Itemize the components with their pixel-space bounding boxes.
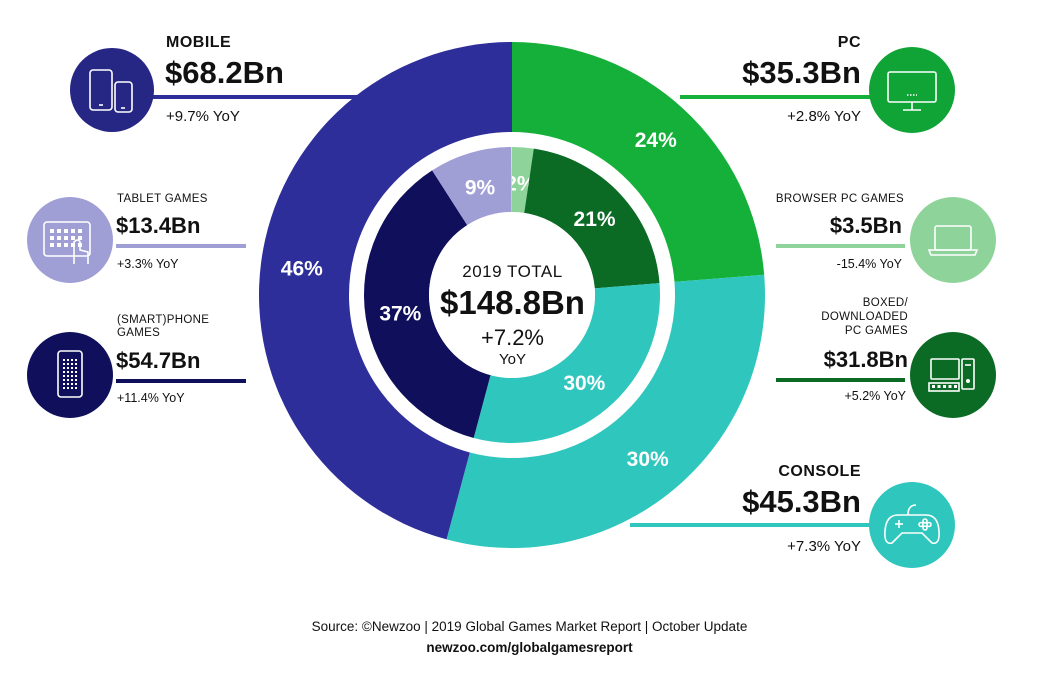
inner-slice-boxed-downloaded-pc-games (524, 148, 660, 289)
outer-slice-pc (512, 42, 765, 282)
console-value: $45.3Bn (742, 484, 861, 519)
inner-slice-smart-phone-games (364, 170, 491, 438)
center-disc (429, 212, 595, 378)
category-icons (27, 47, 996, 568)
pc-yoy: +2.8% YoY (787, 108, 861, 125)
inner-ring: 2%21%30%37%9% (364, 147, 660, 443)
pc-title: PC (837, 34, 861, 51)
boxed-title-line1: BOXED/ (862, 297, 908, 309)
source-text: Source: ©Newzoo | 2019 Global Games Mark… (311, 619, 748, 634)
boxed-title-line2: DOWNLOADED (821, 311, 908, 323)
inner-label-boxed-downloaded-pc-games: 21% (574, 208, 616, 231)
inner-label-smart-phone-games: 37% (379, 302, 421, 325)
tablet-touch-icon (27, 197, 113, 283)
console-yoy: +7.3% YoY (787, 538, 861, 555)
mobile-devices-icon (70, 48, 154, 132)
tablet-title: TABLET GAMES (117, 193, 208, 205)
mobile-value: $68.2Bn (165, 55, 284, 90)
browser-title: BROWSER PC GAMES (775, 193, 904, 205)
browser-yoy: -15.4% YoY (836, 257, 902, 271)
outer-ring: 24% 30% 46% (259, 42, 765, 548)
tablet-yoy: +3.3% YoY (117, 257, 179, 271)
mobile-yoy: +9.7% YoY (166, 108, 240, 125)
inner-label-tablet-games: 9% (465, 177, 496, 200)
pc-value: $35.3Bn (742, 55, 861, 90)
desktop-pc-icon (910, 332, 996, 418)
outer-label-console: 30% (627, 448, 669, 471)
outer-slice-mobile (259, 42, 512, 540)
boxed-title-line3: PC GAMES (844, 325, 908, 337)
smartphone-icon (27, 332, 113, 418)
console-title: CONSOLE (778, 463, 861, 480)
outer-label-mobile: 46% (281, 257, 323, 280)
smartphone-title-line1: (SMART)PHONE (117, 314, 210, 326)
gamepad-icon (869, 482, 955, 568)
monitor-icon (869, 47, 955, 133)
inner-slice-console (473, 283, 660, 443)
center-yoy: YoY (499, 351, 526, 368)
boxed-yoy: +5.2% YoY (844, 389, 906, 403)
smartphone-yoy: +11.4% YoY (117, 391, 185, 405)
source-url: newzoo.com/globalgamesreport (426, 640, 633, 655)
laptop-icon (910, 197, 996, 283)
inner-slice-browser-pc-games (512, 147, 534, 213)
outer-slice-console (446, 274, 765, 548)
outer-label-pc: 24% (635, 129, 677, 152)
smartphone-title-line2: GAMES (117, 327, 161, 339)
smartphone-value: $54.7Bn (116, 348, 201, 373)
boxed-value: $31.8Bn (823, 347, 908, 372)
center-growth: +7.2% (481, 325, 544, 350)
browser-value: $3.5Bn (829, 213, 902, 238)
mobile-title: MOBILE (166, 34, 232, 51)
inner-label-console: 30% (563, 372, 605, 395)
center-total: $148.8Bn (440, 284, 585, 321)
inner-slice-tablet-games (432, 147, 512, 226)
tablet-value: $13.4Bn (116, 213, 201, 238)
connector-lines (116, 95, 905, 527)
center-title: 2019 TOTAL (462, 262, 563, 281)
